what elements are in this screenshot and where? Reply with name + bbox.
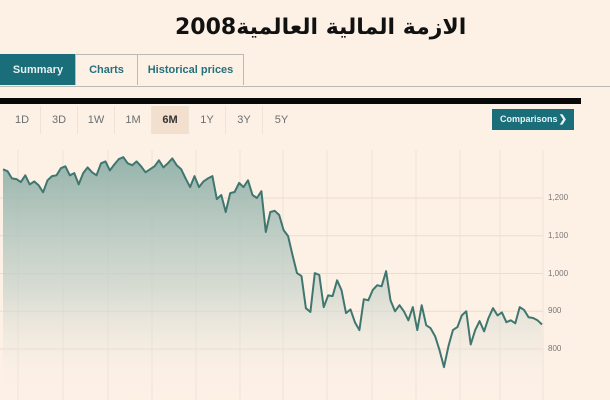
- chart-price-line: [2, 156, 543, 369]
- range-1y[interactable]: 1Y: [189, 106, 226, 134]
- chart-area-fill: [3, 157, 542, 400]
- y-axis-label: 1,000: [548, 268, 569, 278]
- divider-bar: [0, 98, 581, 104]
- price-chart[interactable]: [0, 140, 610, 400]
- comparisons-button[interactable]: Comparisons ❯: [492, 109, 574, 130]
- tab-bar: Summary Charts Historical prices: [0, 54, 610, 87]
- page-title: الازمة المالية العالمية2008: [0, 0, 610, 44]
- chevron-right-icon: ❯: [558, 114, 567, 125]
- tab-historical-prices[interactable]: Historical prices: [137, 54, 244, 85]
- comparisons-label: Comparisons: [500, 114, 558, 124]
- range-6m[interactable]: 6M: [152, 106, 189, 134]
- time-range-selector: 1D 3D 1W 1M 6M 1Y 3Y 5Y: [4, 106, 300, 134]
- range-1m[interactable]: 1M: [115, 106, 152, 134]
- tab-charts[interactable]: Charts: [75, 54, 138, 85]
- range-1d[interactable]: 1D: [4, 106, 41, 134]
- y-axis-label: 900: [548, 306, 562, 316]
- range-3y[interactable]: 3Y: [226, 106, 263, 134]
- range-1w[interactable]: 1W: [78, 106, 115, 134]
- page-title-text: الازمة المالية العالمية2008: [175, 15, 467, 40]
- y-axis-label: 1,200: [548, 193, 569, 202]
- y-axis-label: 800: [548, 344, 562, 353]
- range-3d[interactable]: 3D: [41, 106, 78, 134]
- range-5y[interactable]: 5Y: [274, 114, 289, 126]
- y-axis-label: 1,100: [548, 230, 569, 240]
- tab-summary[interactable]: Summary: [0, 54, 76, 85]
